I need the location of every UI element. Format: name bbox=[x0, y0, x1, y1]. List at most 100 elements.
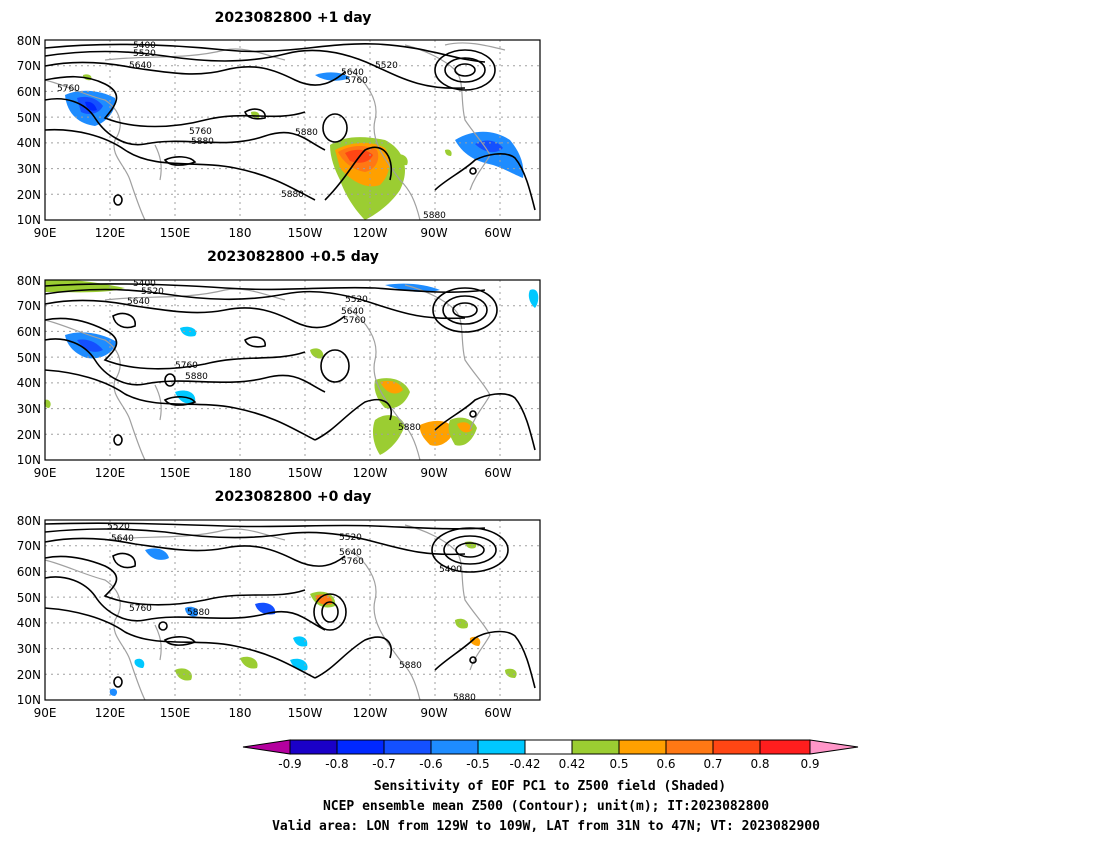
contour-label: 5760 bbox=[341, 557, 364, 567]
lat-label: 80N bbox=[17, 34, 41, 48]
panel-title: 2023082800 +0 day bbox=[215, 489, 372, 505]
lat-label: 60N bbox=[17, 85, 41, 99]
contour-label: 5880 bbox=[295, 128, 318, 138]
contour-label: 5760 bbox=[175, 361, 198, 371]
panel-title: 2023082800 +0.5 day bbox=[207, 249, 379, 265]
colorbar-bin bbox=[712, 739, 761, 755]
contour-label: 5640 bbox=[129, 61, 152, 71]
contour-label: 5520 bbox=[141, 287, 164, 297]
colorbar-tick: 0.42 bbox=[559, 757, 586, 771]
lat-label: 30N bbox=[17, 402, 41, 416]
contour-label: 5880 bbox=[185, 372, 208, 382]
lon-label: 120W bbox=[353, 226, 388, 240]
colorbar-tick: -0.42 bbox=[509, 757, 540, 771]
lat-axis-labels: 80N 70N 60N 50N 40N 30N 20N 10N 80N 70N … bbox=[17, 34, 41, 707]
lat-label: 40N bbox=[17, 376, 41, 390]
lat-label: 60N bbox=[17, 325, 41, 339]
map-background bbox=[45, 520, 540, 700]
colorbar-bin bbox=[571, 739, 620, 755]
caption-line-2: NCEP ensemble mean Z500 (Contour); unit(… bbox=[323, 799, 769, 814]
lon-label: 150E bbox=[160, 226, 191, 240]
map-frame bbox=[44, 279, 541, 461]
lon-label: 150W bbox=[288, 226, 323, 240]
gridline-layer bbox=[45, 280, 540, 460]
lon-label: 90E bbox=[34, 706, 57, 720]
map-frame bbox=[44, 39, 541, 221]
caption: Sensitivity of EOF PC1 to Z500 field (Sh… bbox=[272, 779, 820, 834]
contour-label: 5640 bbox=[127, 297, 150, 307]
panel-plus-0-day: 2023082800 +0 day bbox=[44, 489, 541, 703]
lon-label: 180 bbox=[229, 466, 252, 480]
panel-plus-half-day: 2023082800 +0.5 day bbox=[44, 249, 541, 461]
lat-label: 30N bbox=[17, 642, 41, 656]
contour-label: 5640 bbox=[341, 307, 364, 317]
lat-label: 10N bbox=[17, 453, 41, 467]
contour-label: 5760 bbox=[343, 316, 366, 326]
lon-label: 120W bbox=[353, 466, 388, 480]
contour-label: 5640 bbox=[111, 534, 134, 544]
lat-label: 70N bbox=[17, 59, 41, 73]
lat-label: 20N bbox=[17, 188, 41, 202]
lon-label: 150W bbox=[288, 706, 323, 720]
colorbar-bin bbox=[524, 739, 573, 755]
colorbar-tick: 0.7 bbox=[703, 757, 722, 771]
contour-label: 5520 bbox=[107, 522, 130, 532]
lon-label: 60W bbox=[484, 226, 511, 240]
contour-label: 5880 bbox=[399, 661, 422, 671]
colorbar-tick: -0.9 bbox=[278, 757, 301, 771]
contour-label: 5640 bbox=[341, 68, 364, 78]
map-area: 5400 5520 5640 5760 5880 5520 5640 5760 … bbox=[44, 39, 541, 221]
lon-label: 120E bbox=[95, 226, 126, 240]
lon-label: 180 bbox=[229, 226, 252, 240]
panel-plus-1-day: 2023082800 +1 day bbox=[44, 10, 541, 221]
colorbar-bin bbox=[618, 739, 667, 755]
contour-label: 5520 bbox=[339, 533, 362, 543]
contour-layer bbox=[44, 283, 536, 451]
colorbar-tick: -0.8 bbox=[325, 757, 348, 771]
colorbar-bin bbox=[759, 739, 811, 755]
colorbar: -0.9 -0.8 -0.7 -0.6 -0.5 -0.42 0.42 0.5 … bbox=[242, 739, 859, 771]
lat-label: 10N bbox=[17, 213, 41, 227]
lat-label: 20N bbox=[17, 428, 41, 442]
lat-label: 80N bbox=[17, 514, 41, 528]
contour-labels: 5520 5640 5520 5640 5760 5400 5760 5880 … bbox=[107, 522, 476, 703]
lon-axis-labels: 90E 120E 150E 180 150W 120W 90W 60W 90E … bbox=[34, 226, 512, 720]
contour-label: 5520 bbox=[133, 49, 156, 59]
colorbar-bin bbox=[383, 739, 432, 755]
lat-label: 70N bbox=[17, 299, 41, 313]
contour-label: 5760 bbox=[57, 84, 80, 94]
lon-label: 60W bbox=[484, 466, 511, 480]
map-area: 5520 5640 5520 5640 5760 5400 5760 5880 … bbox=[44, 519, 541, 703]
colorbar-right-arrow bbox=[809, 739, 859, 755]
caption-line-1: Sensitivity of EOF PC1 to Z500 field (Sh… bbox=[374, 779, 726, 794]
lon-label: 60W bbox=[484, 706, 511, 720]
colorbar-bin bbox=[336, 739, 385, 755]
contour-label: 5880 bbox=[398, 423, 421, 433]
colorbar-tick: -0.7 bbox=[372, 757, 395, 771]
shading-layer bbox=[109, 541, 517, 696]
coastline-layer bbox=[44, 42, 506, 221]
coastline-layer bbox=[44, 284, 491, 461]
contour-label: 5880 bbox=[187, 608, 210, 618]
map-area: 5400 5520 5640 5520 5640 5760 5760 5880 … bbox=[44, 279, 541, 461]
lat-label: 10N bbox=[17, 693, 41, 707]
caption-line-3: Valid area: LON from 129W to 109W, LAT f… bbox=[272, 819, 820, 834]
contour-label: 5400 bbox=[133, 279, 156, 289]
lon-label: 90W bbox=[420, 466, 447, 480]
colorbar-tick: 0.5 bbox=[609, 757, 628, 771]
contour-label: 5400 bbox=[133, 41, 156, 51]
colorbar-bin bbox=[289, 739, 338, 755]
panel-title: 2023082800 +1 day bbox=[215, 10, 372, 26]
lon-label: 90E bbox=[34, 226, 57, 240]
lat-label: 50N bbox=[17, 111, 41, 125]
lat-label: 80N bbox=[17, 274, 41, 288]
lat-label: 60N bbox=[17, 565, 41, 579]
contour-labels: 5400 5520 5640 5760 5880 5520 5640 5760 … bbox=[57, 41, 446, 221]
contour-label: 5520 bbox=[375, 61, 398, 71]
contour-label: 5760 bbox=[129, 604, 152, 614]
colorbar-bin bbox=[477, 739, 526, 755]
lon-label: 120W bbox=[353, 706, 388, 720]
map-background bbox=[45, 40, 540, 220]
map-frame bbox=[44, 519, 541, 701]
